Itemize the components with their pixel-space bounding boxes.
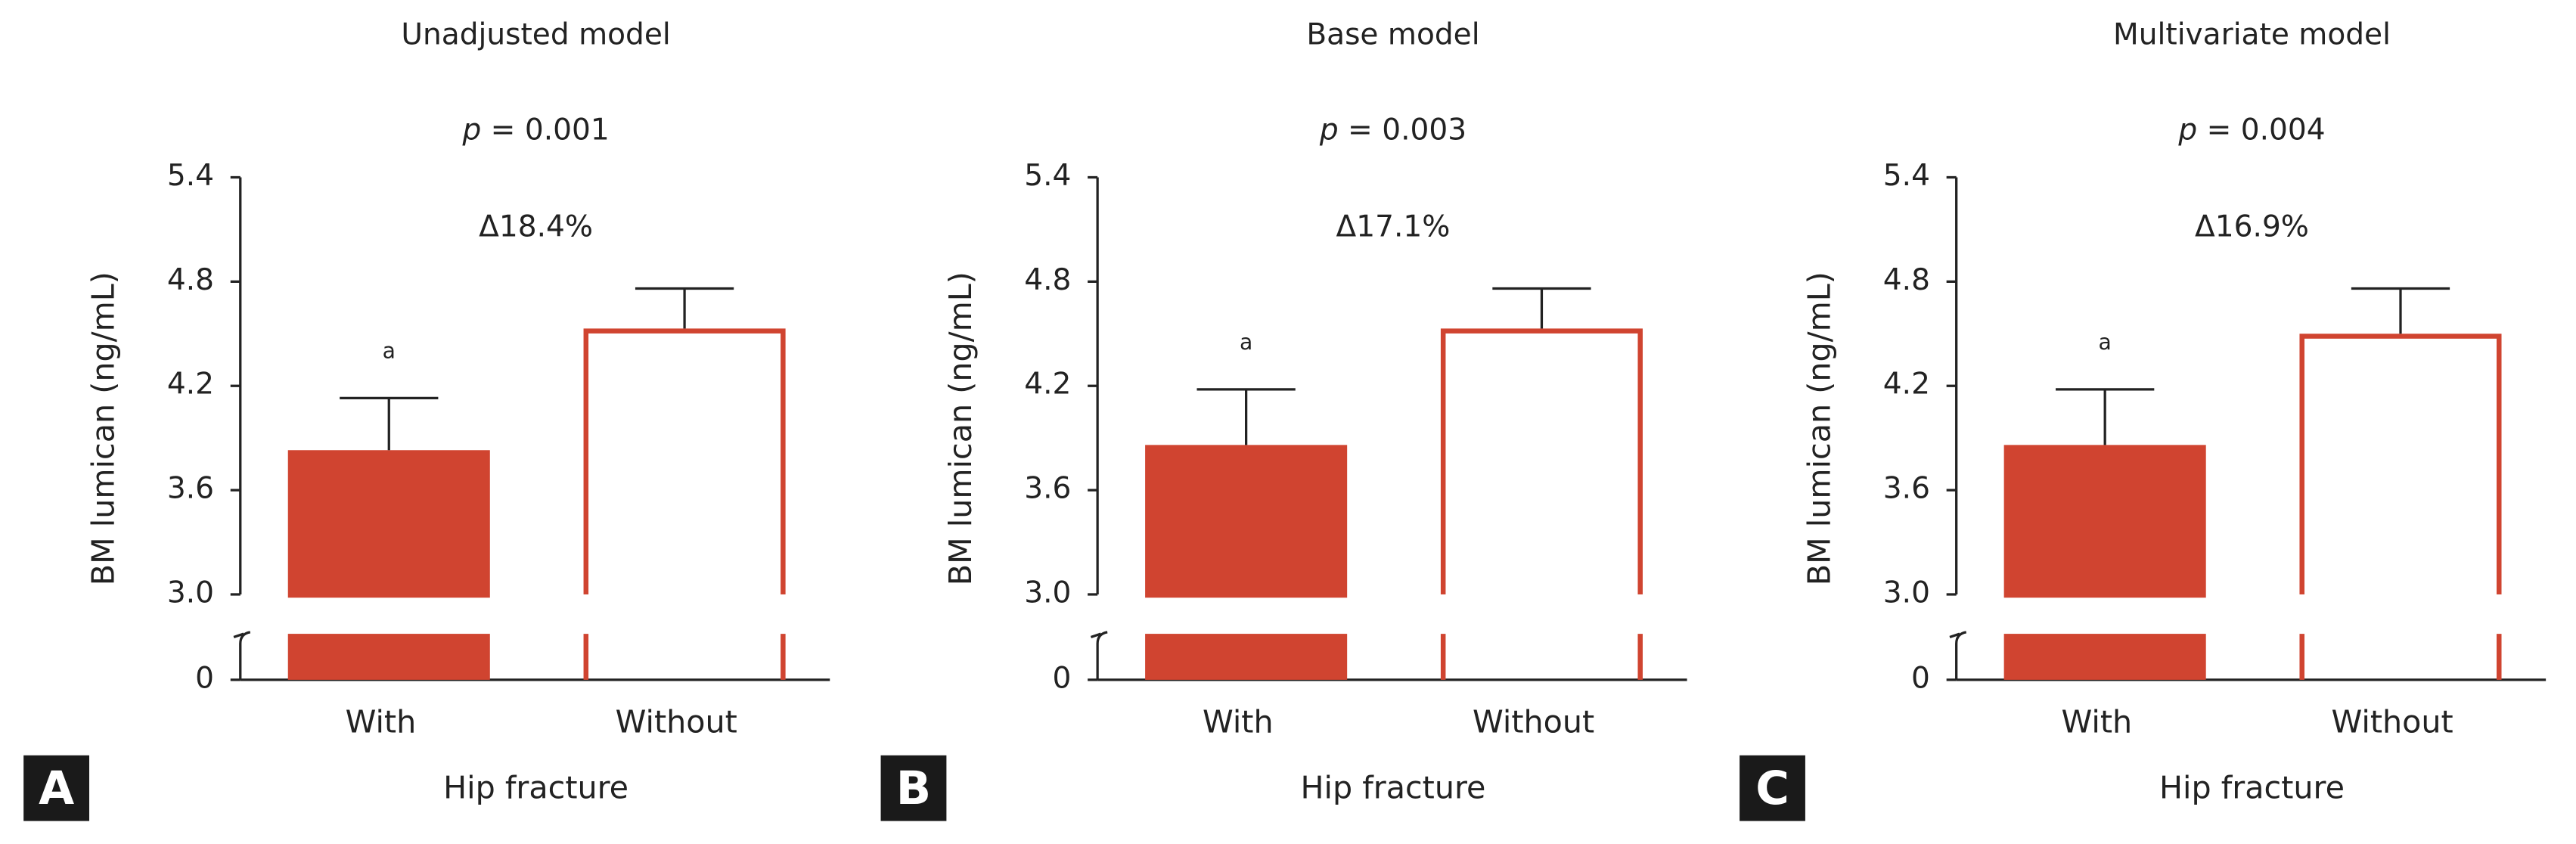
x-tick-label: With [2061,704,2132,740]
y-tick-label: 3.6 [167,472,214,506]
bar-cover [2296,594,2505,605]
bar-cover [1437,594,1646,605]
y-tick-label: 3.6 [1024,472,1071,506]
bar-cover [580,594,789,605]
y-tick-label: 3.0 [1024,576,1071,610]
x-tick-label: With [346,704,417,740]
panel-letter: A [39,762,74,815]
axis-break [1096,631,1108,680]
p-value: p = 0.004 [2177,113,2325,147]
y-tick-label: 5.4 [1024,159,1071,193]
axis-break [233,632,244,638]
y-tick-label: 0 [1911,661,1930,695]
panel-badge [880,755,947,821]
y-tick-label: 4.2 [1883,368,1930,402]
axis-break [1949,632,1960,638]
x-axis-label: Hip fracture [2159,769,2345,805]
bar-upper [1145,445,1348,598]
bar-lower [1145,634,1348,680]
y-tick-label: 3.0 [167,576,214,610]
y-tick-label: 4.2 [1024,368,1071,402]
y-axis-label: BM lumican (ng/mL) [85,272,122,585]
significance-mark: a [2099,330,2112,355]
significance-mark: a [383,339,396,364]
p-value: p = 0.003 [1319,113,1466,147]
y-tick-label: 3.6 [1883,472,1930,506]
bar-lower [287,634,490,680]
y-axis-label: BM lumican (ng/mL) [942,272,979,585]
x-axis-label: Hip fracture [443,769,628,805]
bar-upper [2003,445,2206,598]
y-tick-label: 4.8 [1883,263,1930,297]
x-tick-label: With [1203,704,1274,740]
y-tick-label: 5.4 [167,159,214,193]
bar-upper [2299,334,2502,600]
y-tick-label: 0 [195,661,214,695]
panel: 0 3.0 3.6 4.2 4.8 5.4 a With Without Unadjusted m… [23,17,830,821]
axis-break [1090,632,1101,638]
x-tick-label: Without [616,704,737,740]
bar-upper [287,450,490,598]
y-tick-label: 0 [1053,661,1072,695]
y-tick-label: 4.8 [1024,263,1071,297]
p-value: p = 0.001 [461,113,609,147]
x-tick-label: Without [1473,704,1594,740]
x-axis-label: Hip fracture [1300,769,1485,805]
panel-badge [23,755,90,821]
chart-title: Multivariate model [2113,17,2391,51]
delta-label: Δ18.4% [479,209,593,244]
y-tick-label: 4.8 [167,263,214,297]
panel: 0 3.0 3.6 4.2 4.8 5.4 a With Without Multivariate… [1740,17,2547,821]
panel-letter: B [896,762,931,815]
panel-badge [1740,755,1805,821]
chart-title: Base model [1306,17,1479,51]
delta-label: Δ17.1% [1336,209,1451,244]
bar-lower [2003,634,2206,680]
y-tick-label: 4.2 [167,368,214,402]
significance-mark: a [1240,330,1252,355]
panel-letter: C [1755,762,1789,815]
panel: 0 3.0 3.6 4.2 4.8 5.4 a With Without Base model p … [880,17,1687,821]
axis-break [239,631,251,680]
y-axis-label: BM lumican (ng/mL) [1802,272,1838,585]
delta-label: Δ16.9% [2195,209,2309,244]
y-tick-label: 3.0 [1883,576,1930,610]
chart-title: Unadjusted model [401,17,670,51]
axis-break [1955,631,1967,680]
y-tick-label: 5.4 [1883,159,1930,193]
bar-upper [583,328,786,600]
bar-upper [1440,328,1643,600]
x-tick-label: Without [2332,704,2453,740]
